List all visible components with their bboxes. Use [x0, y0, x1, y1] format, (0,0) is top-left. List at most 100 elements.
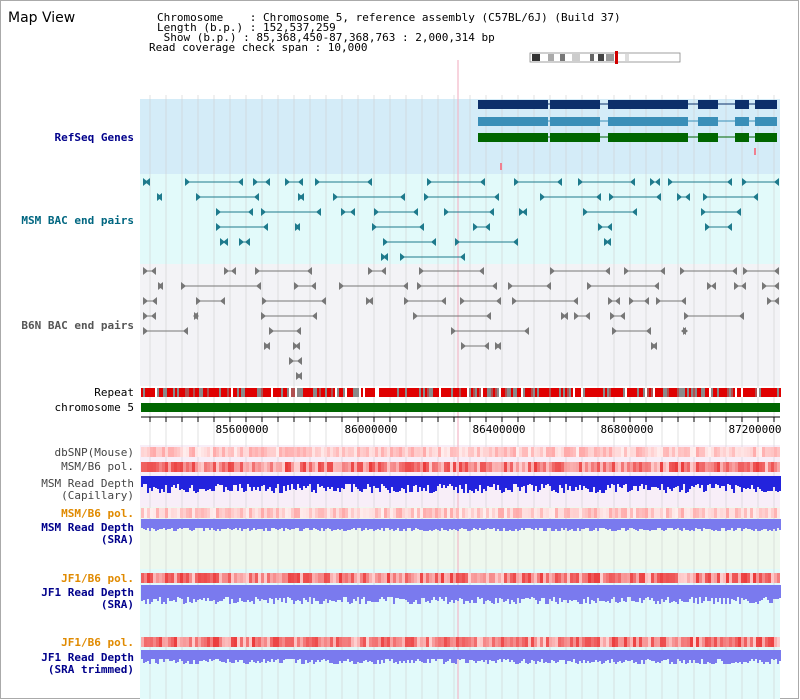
depth-bar	[641, 585, 643, 603]
heat-cell	[240, 508, 243, 518]
heat-cell	[336, 447, 339, 457]
depth-bar	[585, 650, 587, 663]
depth-bar	[445, 585, 447, 597]
depth-bar	[585, 476, 587, 488]
depth-bar	[153, 519, 155, 529]
heat-cell	[297, 637, 300, 647]
msm-bac-end	[245, 238, 250, 246]
repeat-segment	[183, 388, 185, 397]
depth-bar	[343, 650, 345, 661]
depth-bar	[179, 650, 181, 659]
heat-cell	[483, 508, 486, 518]
depth-bar	[777, 585, 779, 599]
depth-bar	[653, 650, 655, 661]
heat-cell	[294, 637, 297, 647]
heat-cell	[414, 637, 417, 647]
depth-bar	[223, 519, 225, 529]
depth-bar	[301, 650, 303, 664]
repeat-segment	[419, 388, 421, 397]
heat-cell	[441, 573, 444, 583]
depth-bar	[525, 476, 527, 493]
heat-cell	[357, 462, 360, 472]
heat-cell	[375, 447, 378, 457]
heat-cell	[606, 462, 609, 472]
depth-bar	[149, 585, 151, 604]
depth-bar	[767, 519, 769, 531]
heat-cell	[438, 573, 441, 583]
label-msm-depth-cap-2: (Capillary)	[61, 489, 134, 502]
depth-bar	[621, 476, 623, 488]
depth-bar	[361, 585, 363, 599]
depth-bar	[501, 476, 503, 493]
depth-bar	[463, 519, 465, 529]
heat-cell	[618, 573, 621, 583]
depth-bar	[745, 519, 747, 528]
heat-cell	[456, 508, 459, 518]
depth-bar	[741, 585, 743, 598]
depth-bar	[613, 585, 615, 597]
b6n-bac-end	[680, 267, 685, 275]
depth-bar	[167, 650, 169, 659]
depth-bar	[605, 585, 607, 602]
depth-bar	[311, 585, 313, 604]
heat-cell	[759, 447, 762, 457]
heat-cell	[468, 637, 471, 647]
depth-bar	[211, 476, 213, 491]
heat-cell	[390, 637, 393, 647]
heat-cell	[261, 573, 264, 583]
heat-cell	[753, 573, 756, 583]
heat-cell	[516, 447, 519, 457]
depth-bar	[191, 650, 193, 664]
repeat-segment	[717, 388, 719, 397]
depth-bar	[379, 585, 381, 599]
heat-cell	[669, 462, 672, 472]
heat-cell	[240, 573, 243, 583]
depth-bar	[205, 519, 207, 528]
heat-cell	[456, 447, 459, 457]
depth-bar	[751, 476, 753, 485]
heat-cell	[573, 462, 576, 472]
heat-cell	[648, 447, 651, 457]
heat-cell	[618, 462, 621, 472]
repeat-segment	[607, 388, 609, 397]
b6n-bac-end	[339, 282, 344, 290]
heat-cell	[585, 508, 588, 518]
heat-cell	[534, 462, 537, 472]
heat-cell	[240, 637, 243, 647]
heat-cell	[636, 447, 639, 457]
heat-cell	[765, 637, 768, 647]
depth-bar	[219, 476, 221, 485]
depth-bar	[753, 585, 755, 603]
depth-bar	[311, 650, 313, 660]
heat-cell	[147, 447, 150, 457]
b6n-bac-end	[707, 282, 712, 290]
heat-cell	[702, 462, 705, 472]
label-msm-bac[interactable]: MSM BAC end pairs	[21, 214, 134, 227]
depth-bar	[173, 650, 175, 660]
repeat-segment	[447, 388, 449, 397]
depth-bar	[613, 476, 615, 485]
heat-cell	[630, 573, 633, 583]
heat-cell	[774, 447, 777, 457]
heat-cell	[486, 573, 489, 583]
heat-cell	[444, 462, 447, 472]
depth-bar	[261, 519, 263, 529]
depth-bar	[463, 585, 465, 604]
depth-bar	[735, 585, 737, 601]
label-refseq-genes[interactable]: RefSeq Genes	[54, 131, 134, 144]
repeat-segment	[291, 388, 293, 397]
depth-bar	[335, 650, 337, 664]
depth-bar	[201, 585, 203, 600]
heat-cell	[477, 573, 480, 583]
depth-bar	[265, 519, 267, 528]
heat-cell	[435, 637, 438, 647]
heat-cell	[207, 573, 210, 583]
chromosome-bar	[141, 403, 780, 412]
msm-bac-end	[656, 193, 661, 201]
heat-cell	[306, 508, 309, 518]
label-b6n-bac[interactable]: B6N BAC end pairs	[21, 319, 134, 332]
heat-cell	[489, 573, 492, 583]
heat-cell	[288, 462, 291, 472]
heat-cell	[696, 508, 699, 518]
